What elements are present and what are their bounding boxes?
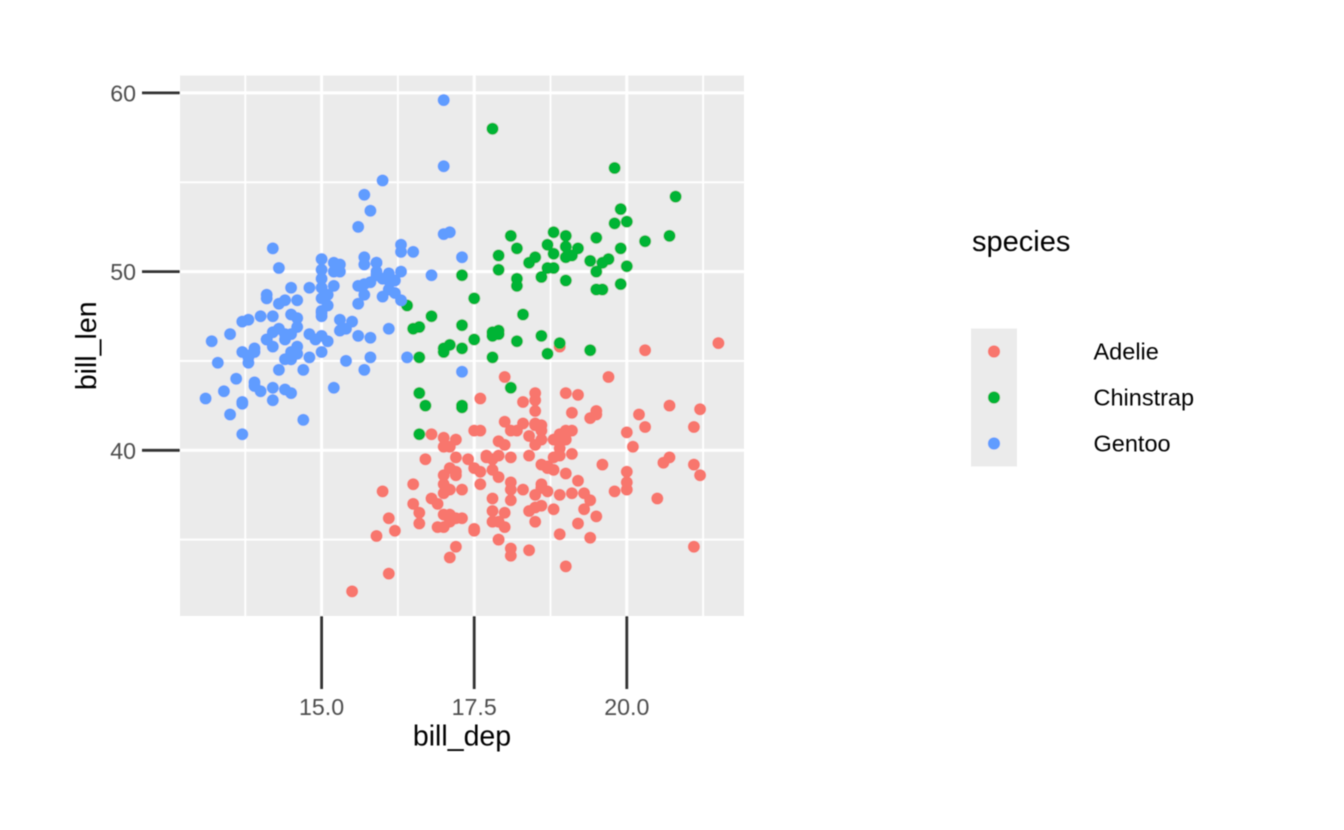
svg-text:40: 40: [110, 438, 136, 464]
svg-text:species: species: [972, 226, 1070, 258]
svg-text:50: 50: [110, 259, 136, 285]
svg-text:bill_dep: bill_dep: [413, 721, 511, 753]
svg-text:Gentoo: Gentoo: [1094, 431, 1171, 457]
svg-text:15.0: 15.0: [299, 694, 344, 720]
svg-text:Adelie: Adelie: [1094, 339, 1159, 365]
svg-text:60: 60: [110, 81, 136, 107]
svg-text:17.5: 17.5: [452, 694, 497, 720]
svg-text:20.0: 20.0: [604, 694, 649, 720]
svg-text:bill_len: bill_len: [71, 301, 103, 390]
svg-text:Chinstrap: Chinstrap: [1094, 385, 1195, 411]
